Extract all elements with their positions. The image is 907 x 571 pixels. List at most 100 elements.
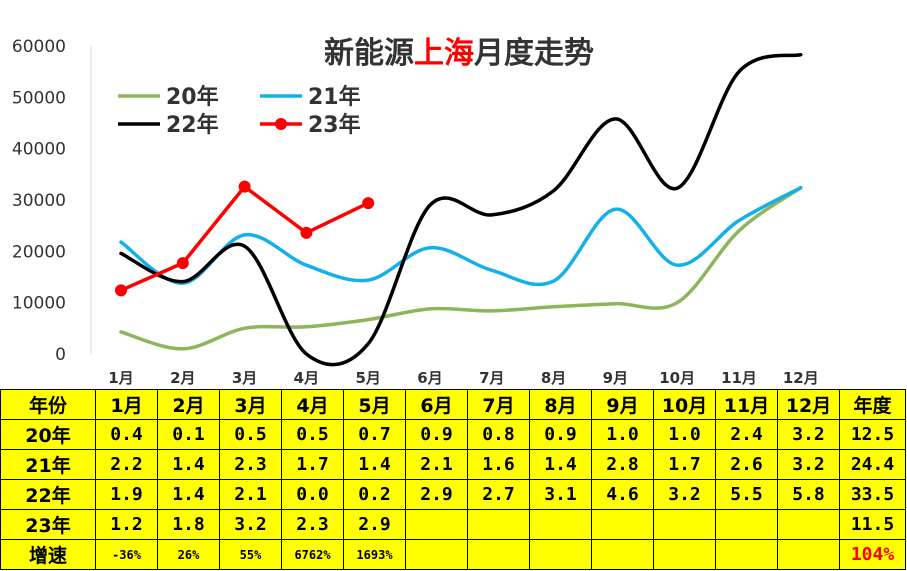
y-tick-label: 0 — [55, 345, 66, 365]
table-cell: 2.1 — [405, 449, 468, 480]
table-cell: 1.7 — [653, 449, 716, 480]
table-row: 20年 0.4 0.1 0.5 0.5 0.7 0.9 0.8 0.9 1.0 1.0 2.4 3.2 1… — [0, 419, 906, 450]
y-tick-label: 40000 — [12, 140, 66, 160]
x-tick-label: 11月 — [721, 369, 757, 387]
x-tick-label: 1月 — [108, 369, 133, 387]
table-cell: 11.5 — [839, 509, 906, 540]
table-cell: 6762% — [281, 539, 344, 570]
line-chart: 新能源上海月度走势 0 10000 20000 30000 40000 50000 6000… — [12, 36, 819, 387]
table-cell — [777, 539, 840, 570]
x-tick-label: 12月 — [783, 369, 819, 387]
legend-label: 21年 — [308, 84, 361, 110]
table-row: 21年 2.2 1.4 2.3 1.7 1.4 2.1 1.6 1.4 2.8 1.7 2.6 3.2 2… — [0, 449, 906, 480]
table-cell: 0.0 — [281, 479, 344, 510]
y-tick-label: 20000 — [12, 242, 66, 262]
series-line-21年 — [119, 185, 803, 287]
table-header-cell: 8月 — [529, 389, 592, 420]
table-cell: 0.9 — [405, 419, 468, 450]
data-table: 年份 1月 2月 3月 4月 5月 6月 7月 8月 9月 10月 11月 12月 年度 20年 0.4 0.1… — [0, 389, 906, 570]
table-cell — [653, 509, 716, 540]
table-cell — [467, 539, 530, 570]
chart-title: 新能源上海月度走势 — [324, 36, 594, 71]
table-cell: 1.0 — [591, 419, 654, 450]
table-cell: 1.6 — [467, 449, 530, 480]
data-point-23年 — [300, 226, 313, 239]
table-header-cell: 11月 — [715, 389, 778, 420]
table-cell: 2.8 — [591, 449, 654, 480]
table-row-label: 20年 — [0, 419, 96, 450]
table-row: 23年 1.2 1.8 3.2 2.3 2.9 11.5 — [0, 509, 906, 540]
table-row-label: 22年 — [0, 479, 96, 510]
table-cell: 1.4 — [157, 479, 220, 510]
table-cell: 3.2 — [777, 449, 840, 480]
table-cell: 33.5 — [839, 479, 906, 510]
table-cell: 2.4 — [715, 419, 778, 450]
table-cell: 104% — [839, 539, 906, 570]
table-cell — [715, 509, 778, 540]
chart-title-part-1: 新能源 — [324, 36, 414, 71]
table-header-cell: 5月 — [343, 389, 406, 420]
table-header-cell: 年份 — [0, 389, 96, 420]
table-cell: 4.6 — [591, 479, 654, 510]
legend-label: 20年 — [166, 84, 219, 110]
table-cell: 24.4 — [839, 449, 906, 480]
table-cell: 1.7 — [281, 449, 344, 480]
table-header-cell: 10月 — [653, 389, 716, 420]
table-cell: 2.3 — [281, 509, 344, 540]
table-cell: 1.4 — [157, 449, 220, 480]
table-cell: -36% — [95, 539, 158, 570]
data-point-23年 — [176, 257, 189, 270]
series-line-22年 — [119, 52, 803, 367]
table-cell: 0.5 — [281, 419, 344, 450]
table-cell: 3.2 — [219, 509, 282, 540]
table-cell: 2.7 — [467, 479, 530, 510]
table-header-cell: 年度 — [839, 389, 906, 420]
legend-marker — [275, 118, 287, 130]
table-cell: 55% — [219, 539, 282, 570]
table-cell: 1.2 — [95, 509, 158, 540]
table-cell: 12.5 — [839, 419, 906, 450]
table-cell: 1.4 — [529, 449, 592, 480]
table-cell — [405, 509, 468, 540]
plot-area — [115, 52, 803, 367]
x-axis: 1月 2月 3月 4月 5月 6月 7月 8月 9月 10月 11月 12月 — [108, 369, 818, 387]
chart-title-part-2: 上海 — [414, 36, 474, 71]
table-header-cell: 9月 — [591, 389, 654, 420]
table-cell — [591, 509, 654, 540]
table-cell: 2.6 — [715, 449, 778, 480]
table-cell: 1693% — [343, 539, 406, 570]
legend: 20年 21年 22年 23年 — [118, 84, 361, 138]
table-cell — [529, 539, 592, 570]
table-header-cell: 7月 — [467, 389, 530, 420]
legend-item: 22年 — [118, 112, 219, 138]
y-tick-label: 50000 — [12, 88, 66, 108]
table-cell: 0.8 — [467, 419, 530, 450]
table-cell: 2.9 — [405, 479, 468, 510]
table-cell: 5.8 — [777, 479, 840, 510]
table-cell — [405, 539, 468, 570]
table-cell: 0.4 — [95, 419, 158, 450]
table-cell: 2.9 — [343, 509, 406, 540]
legend-item: 23年 — [260, 112, 361, 138]
table-cell — [653, 539, 716, 570]
data-point-23年 — [362, 197, 375, 210]
table-cell: 0.1 — [157, 419, 220, 450]
table-cell: 1.9 — [95, 479, 158, 510]
table-cell: 0.7 — [343, 419, 406, 450]
table-cell: 3.2 — [653, 479, 716, 510]
x-tick-label: 9月 — [603, 369, 628, 387]
table-row-label: 增速 — [0, 539, 96, 570]
table-cell: 0.5 — [219, 419, 282, 450]
y-tick-label: 10000 — [12, 294, 66, 314]
legend-item: 20年 — [118, 84, 219, 110]
table-cell — [591, 539, 654, 570]
x-tick-label: 8月 — [541, 369, 566, 387]
table-cell: 0.2 — [343, 479, 406, 510]
data-point-23年 — [115, 284, 127, 297]
table-cell: 3.1 — [529, 479, 592, 510]
x-tick-label: 6月 — [417, 369, 442, 387]
series-line-20年 — [119, 185, 803, 351]
table-header-cell: 12月 — [777, 389, 840, 420]
legend-label: 22年 — [166, 112, 219, 138]
